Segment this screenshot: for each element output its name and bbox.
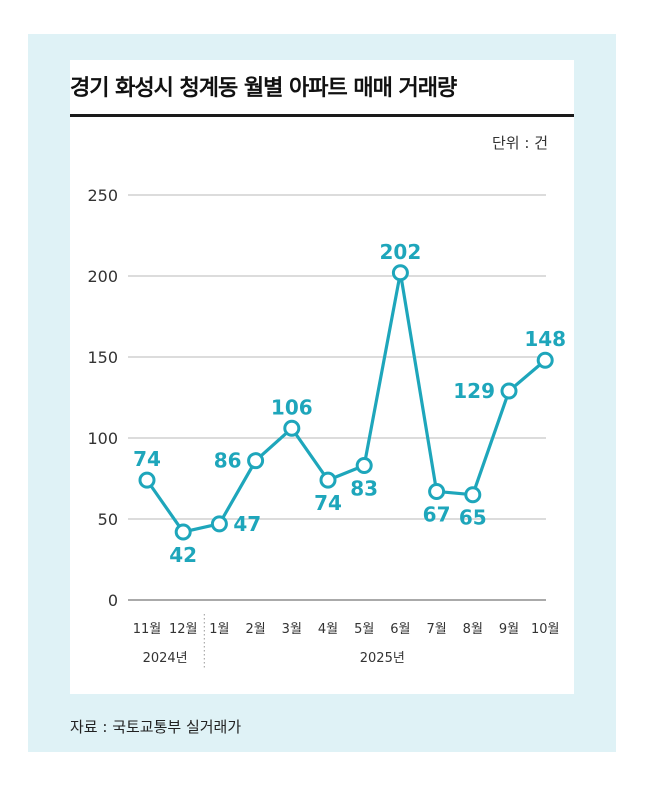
data-label: 202 [380,240,422,264]
x-tick-label: 11월 [133,622,162,637]
y-tick-label: 50 [98,510,118,529]
x-tick-label: 5월 [354,622,374,637]
x-tick-label: 10월 [531,622,560,637]
x-tick-label: 4월 [318,622,338,637]
year-label: 2025년 [360,651,405,666]
y-tick-label: 100 [87,429,118,448]
y-tick-label: 200 [87,267,118,286]
x-tick-label: 2월 [245,622,265,637]
y-tick-label: 250 [87,186,118,205]
data-point [247,452,265,470]
data-label: 42 [169,543,197,567]
x-tick-label: 6월 [390,622,410,637]
data-label: 129 [453,379,495,403]
source-note: 자료 : 국토교통부 실거래가 [70,718,242,736]
data-point [210,515,228,533]
unit-label: 단위 : 건 [492,134,548,152]
data-point [536,351,554,369]
x-tick-label: 9월 [499,622,519,637]
data-point [138,471,156,489]
chart-panel [70,60,574,694]
data-label: 106 [271,395,313,419]
data-point [319,471,337,489]
x-tick-label: 3월 [282,622,302,637]
data-point [500,382,518,400]
data-label: 74 [314,491,342,515]
y-tick-label: 0 [108,591,118,610]
data-point [174,523,192,541]
year-label: 2024년 [143,651,188,666]
data-label: 47 [233,512,261,536]
data-label: 74 [133,447,161,471]
x-tick-label: 12월 [169,622,198,637]
data-label: 67 [423,502,451,526]
chart-title: 경기 화성시 청계동 월별 아파트 매매 거래량 [70,76,457,101]
data-point [355,457,373,475]
x-tick-label: 8월 [463,622,483,637]
data-point [428,482,446,500]
y-tick-label: 150 [87,348,118,367]
data-label: 148 [524,327,566,351]
data-point [283,419,301,437]
title-underline [70,114,574,117]
data-point [391,264,409,282]
data-label: 86 [214,449,242,473]
x-tick-label: 1월 [209,622,229,637]
data-label: 65 [459,506,487,530]
data-label: 83 [350,477,378,501]
x-tick-label: 7월 [426,622,446,637]
data-point [464,486,482,504]
